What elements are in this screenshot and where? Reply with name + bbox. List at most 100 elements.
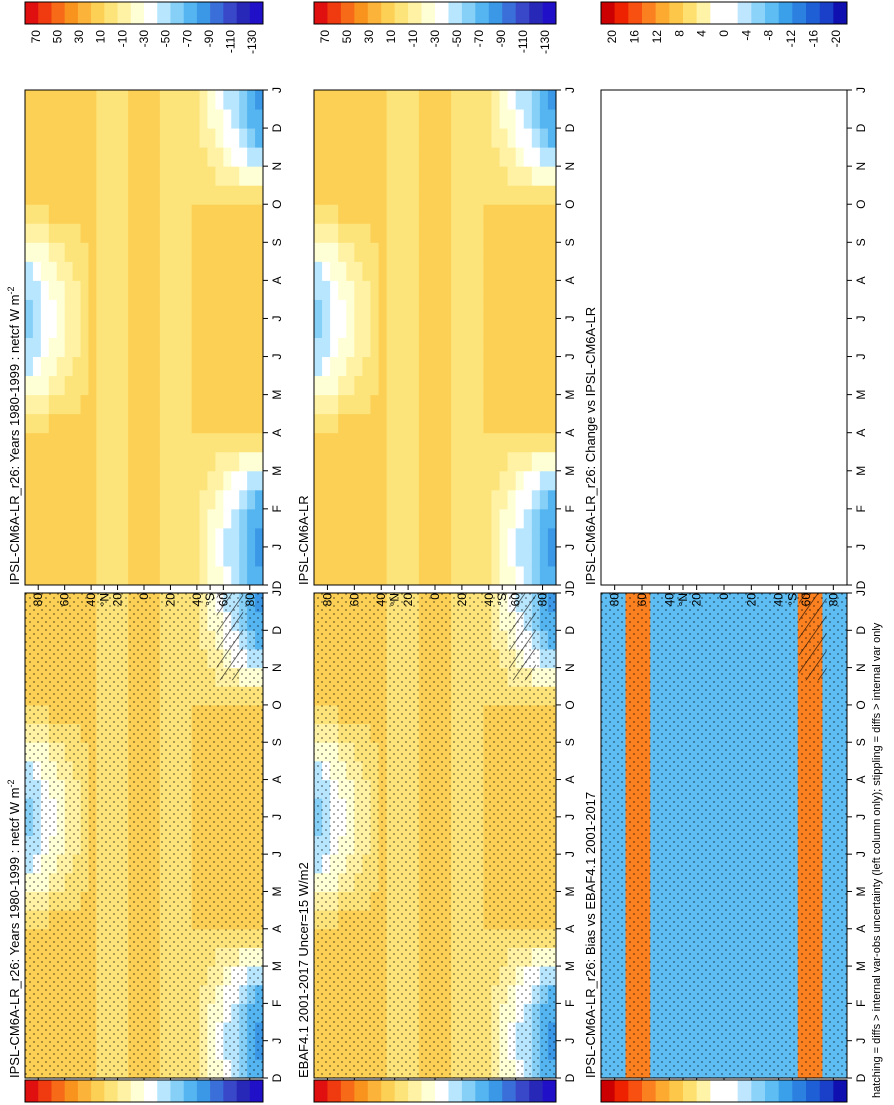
heatmap-cell: [64, 394, 74, 415]
heatmap-cell: [112, 261, 121, 281]
heatmap-cell: [691, 299, 700, 319]
heatmap-cell: [756, 489, 766, 510]
heatmap-cell: [386, 280, 396, 300]
heatmap-cell: [255, 280, 264, 300]
heatmap-cell: [699, 109, 709, 129]
heatmap-cell: [120, 166, 129, 186]
heatmap-cell: [674, 318, 684, 338]
heatmap-cell: [394, 508, 404, 529]
heatmap-cell: [740, 432, 750, 453]
heatmap-cell: [515, 546, 525, 567]
heatmap-cell: [523, 451, 533, 472]
heatmap-cell: [410, 166, 420, 186]
heatmap-cell: [191, 432, 201, 453]
month-tick-label: M: [854, 466, 868, 476]
heatmap-cell: [642, 280, 651, 300]
heatmap-cell: [207, 90, 216, 110]
heatmap-cell: [499, 546, 509, 567]
heatmap-cell: [756, 242, 766, 262]
heatmap-cell: [25, 375, 34, 396]
heatmap-cell: [539, 565, 549, 586]
heatmap-cell: [426, 489, 436, 510]
heatmap-cell: [159, 356, 169, 377]
heatmap-cell: [601, 394, 610, 415]
heatmap-cell: [499, 413, 509, 434]
heatmap-cell: [609, 432, 618, 453]
heatmap-cell: [625, 432, 635, 453]
heatmap-cell: [781, 375, 791, 396]
heatmap-cell: [386, 318, 396, 338]
heatmap-cell: [601, 128, 610, 148]
heatmap-cell: [183, 565, 193, 586]
heatmap-cell: [547, 394, 557, 415]
heatmap-cell: [683, 432, 692, 453]
heatmap-cell: [159, 527, 169, 548]
heatmap-cell: [732, 128, 741, 148]
heatmap-cell: [56, 318, 66, 338]
heatmap-cell: [64, 337, 74, 358]
heatmap-cell: [378, 242, 388, 262]
heatmap-cell: [609, 413, 618, 434]
heatmap-cell: [691, 128, 700, 148]
heatmap-cell: [96, 280, 105, 300]
heatmap-cell: [625, 318, 635, 338]
heatmap-cell: [128, 432, 137, 453]
heatmap-cell: [410, 356, 420, 377]
heatmap-cell: [96, 261, 105, 281]
heatmap-cell: [410, 413, 420, 434]
heatmap-cell: [830, 565, 840, 586]
heatmap-cell: [459, 432, 468, 453]
heatmap-cell: [255, 318, 264, 338]
heatmap-cell: [773, 565, 782, 586]
heatmap-cell: [120, 451, 129, 472]
heatmap-cell: [547, 356, 557, 377]
heatmap-cell: [539, 470, 549, 491]
heatmap-cell: [666, 508, 676, 529]
heatmap-cell: [658, 356, 668, 377]
heatmap-cell: [56, 261, 66, 281]
heatmap-cell: [418, 128, 428, 148]
heatmap-cell: [215, 128, 224, 148]
heatmap-cell: [715, 546, 725, 567]
heatmap-cell: [724, 375, 733, 396]
heatmap-cell: [354, 185, 363, 205]
heatmap-cell: [199, 299, 208, 319]
heatmap-cell: [167, 470, 177, 491]
heatmap-cell: [822, 204, 832, 224]
heatmap-cell: [128, 128, 137, 148]
heatmap-cell: [789, 318, 799, 338]
heatmap-cell: [426, 470, 436, 491]
heatmap-cell: [402, 147, 412, 167]
heatmap-cell: [96, 489, 105, 510]
heatmap-cell: [625, 109, 635, 129]
heatmap-cell: [215, 109, 224, 129]
heatmap-cell: [467, 128, 476, 148]
heatmap-cell: [732, 451, 741, 472]
heatmap-cell: [666, 527, 676, 548]
heatmap-cell: [724, 318, 733, 338]
heatmap-cell: [120, 356, 129, 377]
heatmap-cell: [459, 451, 468, 472]
heatmap-cell: [199, 280, 208, 300]
heatmap-cell: [56, 356, 66, 377]
heatmap-cell: [748, 375, 758, 396]
panel-p-obs: 806040°N2002040°S6080DJFMAMJJASONDJEBAF4…: [296, 590, 577, 1099]
heatmap-cell: [56, 546, 66, 567]
heatmap-cell: [346, 242, 355, 262]
heatmap-cell: [167, 242, 177, 262]
heatmap-cell: [715, 337, 725, 358]
heatmap-cell: [151, 527, 161, 548]
heatmap-cell: [56, 470, 66, 491]
heatmap-cell: [418, 185, 428, 205]
heatmap-cell: [378, 223, 388, 243]
heatmap-cell: [691, 204, 700, 224]
heatmap-cell: [459, 489, 468, 510]
heatmap-cell: [48, 489, 58, 510]
heatmap-cell: [410, 128, 420, 148]
heatmap-cell: [491, 546, 501, 567]
heatmap-cell: [617, 356, 627, 377]
heatmap-cell: [64, 565, 74, 586]
heatmap-cell: [151, 242, 161, 262]
heatmap-cell: [215, 261, 224, 281]
heatmap-cell: [531, 451, 541, 472]
